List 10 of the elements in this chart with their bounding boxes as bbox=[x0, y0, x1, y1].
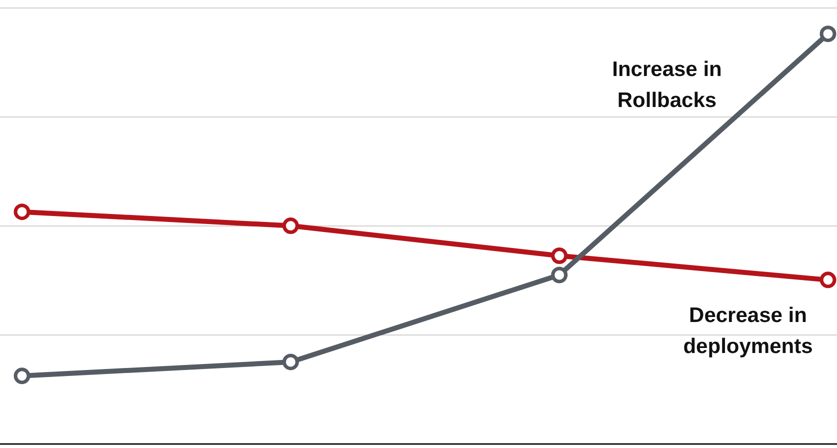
point bbox=[551, 266, 568, 284]
point bbox=[282, 354, 299, 370]
point bbox=[14, 204, 30, 220]
annotation: Increase in Rollbacks bbox=[612, 58, 722, 112]
point bbox=[820, 26, 836, 42]
point bbox=[820, 272, 836, 288]
point bbox=[551, 247, 568, 264]
annotation: Decrease in deployments bbox=[683, 304, 813, 358]
point bbox=[282, 218, 299, 234]
point bbox=[14, 368, 30, 384]
